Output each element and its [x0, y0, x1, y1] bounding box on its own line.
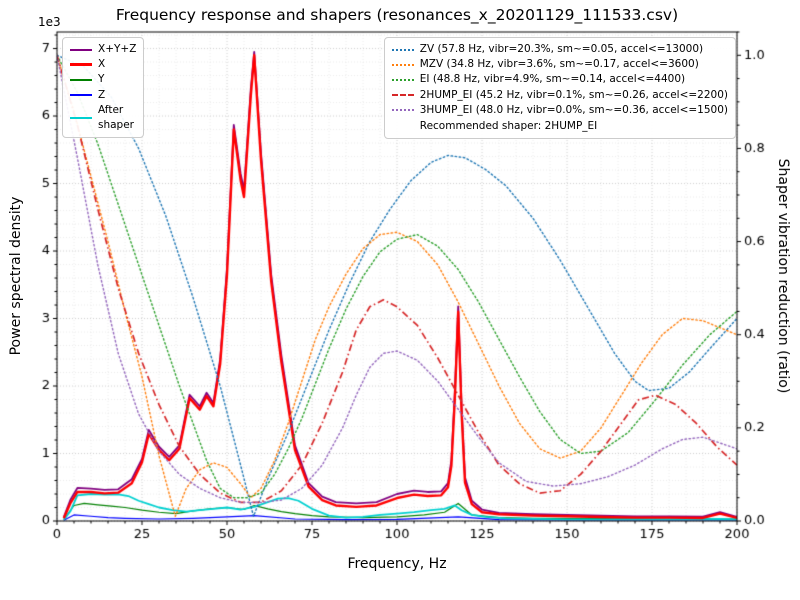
legend-swatch-mzv — [391, 63, 414, 66]
recommended-shaper-note: Recommended shaper: 2HUMP_EI — [419, 120, 598, 133]
chart-title: Frequency response and shapers (resonanc… — [115, 6, 679, 24]
legend-label: Y — [98, 73, 105, 86]
legend-label: Z — [98, 88, 106, 101]
legend-item: Z — [70, 88, 136, 103]
legend-swatch-ei — [391, 79, 414, 82]
legend-item: After shaper — [70, 103, 136, 133]
legend-label: MZV (34.8 Hz, vibr=3.6%, sm~=0.17, accel… — [419, 58, 699, 71]
legend-swatch-x-y-z — [70, 48, 92, 51]
legend-psd: X+Y+Z X Y Z After shaper — [62, 37, 145, 139]
legend-label: X+Y+Z — [98, 43, 137, 55]
legend-label: 2HUMP_EI (45.2 Hz, vibr=0.1%, sm~=0.26, … — [419, 88, 728, 101]
legend-item: 3HUMP_EI (48.0 Hz, vibr=0.0%, sm~=0.36, … — [391, 103, 728, 118]
legend-label: EI (48.8 Hz, vibr=4.9%, sm~=0.14, accel<… — [419, 73, 686, 86]
x-axis-label: Frequency, Hz — [347, 556, 447, 572]
legend-swatch-2hump-ei — [391, 94, 414, 97]
legend-item: X — [70, 57, 136, 72]
legend-item: X+Y+Z — [70, 42, 136, 57]
y-axis-label-right: Shaper vibration reduction (ratio) — [775, 158, 791, 394]
legend-swatch-x — [70, 63, 92, 67]
legend-swatch-zv — [391, 48, 414, 51]
legend-label: X — [98, 58, 106, 71]
legend-item: ZV (57.8 Hz, vibr=20.3%, sm~=0.05, accel… — [391, 42, 728, 57]
legend-item: 2HUMP_EI (45.2 Hz, vibr=0.1%, sm~=0.26, … — [391, 88, 728, 103]
legend-swatch-y — [70, 79, 92, 82]
legend-swatch-after-shaper — [70, 117, 92, 120]
legend-item: MZV (34.8 Hz, vibr=3.6%, sm~=0.17, accel… — [391, 57, 728, 72]
legend-label: After shaper — [98, 103, 135, 132]
legend-label: ZV (57.8 Hz, vibr=20.3%, sm~=0.05, accel… — [419, 43, 704, 55]
legend-label: 3HUMP_EI (48.0 Hz, vibr=0.0%, sm~=0.36, … — [419, 103, 728, 116]
legend-item: EI (48.8 Hz, vibr=4.9%, sm~=0.14, accel<… — [391, 72, 728, 87]
legend-shapers: ZV (57.8 Hz, vibr=20.3%, sm~=0.05, accel… — [383, 37, 736, 140]
y-axis-label-left: Power spectral density — [8, 196, 24, 356]
legend-swatch-3hump-ei — [391, 109, 414, 112]
legend-item: Y — [70, 72, 136, 87]
y-axis-offset-label: 1e3 — [38, 15, 61, 29]
legend-swatch-z — [70, 94, 92, 97]
